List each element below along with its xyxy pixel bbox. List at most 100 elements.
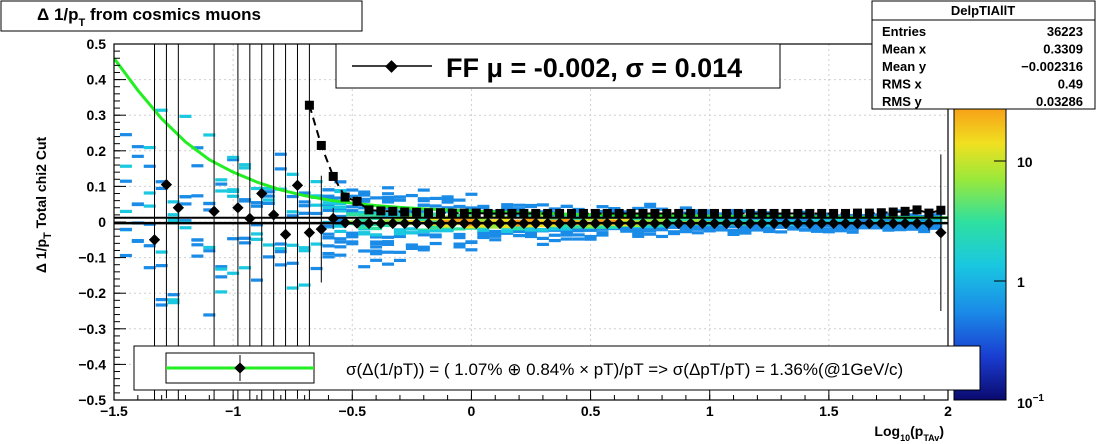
heatmap-cell (358, 223, 371, 227)
sigma-point (543, 208, 553, 218)
heatmap-cell (298, 204, 311, 208)
heatmap-cell (274, 250, 287, 254)
heatmap-cell (810, 227, 823, 231)
sigma-point (841, 208, 851, 218)
heatmap-cell (191, 164, 204, 168)
heatmap-cell (382, 223, 395, 228)
heatmap-cell (489, 219, 502, 223)
heatmap-cell (274, 242, 287, 246)
heatmap-cell (286, 261, 299, 265)
heatmap-cell (227, 155, 240, 160)
mean-point (518, 217, 530, 230)
heatmap-cell (894, 228, 907, 232)
stats-box: DelpTIAllT Entries 36223 Mean x 0.3309 Mean … (871, 0, 1096, 110)
sigma-point (686, 208, 696, 218)
heatmap-cell (382, 250, 395, 254)
heatmap-cell (143, 266, 156, 270)
sigma-point (352, 196, 362, 206)
mean-point (780, 217, 792, 230)
heatmap-cell (465, 240, 478, 245)
sigma-point (852, 208, 862, 218)
heatmap-cell (525, 234, 537, 239)
heatmap-cell (286, 243, 299, 247)
heatmap-cell (119, 133, 132, 137)
heatmap-cell (632, 232, 645, 237)
heatmap-cell (644, 202, 657, 206)
heatmap-cell (286, 210, 299, 214)
heatmap-cell (167, 293, 180, 297)
heatmap-cell (525, 204, 537, 209)
heatmap-cell (191, 254, 204, 258)
heatmap-cell (727, 231, 740, 236)
heatmap-cell (262, 190, 275, 194)
heatmap-cell (513, 207, 526, 211)
heatmap-cell (298, 200, 311, 204)
heatmap-cell (525, 217, 537, 221)
heatmap-cell (322, 201, 335, 205)
z-tick-label: 10−1 (1017, 393, 1044, 411)
heatmap-cell (596, 225, 609, 229)
heatmap-cell (215, 178, 228, 182)
heatmap-cell (239, 241, 252, 245)
heatmap-cell (334, 209, 347, 213)
heatmap-cell (465, 248, 478, 252)
mean-point (458, 217, 470, 230)
x-tick-label: −1 (225, 403, 241, 419)
heatmap-cell (870, 224, 883, 228)
heatmap-cell (477, 226, 490, 230)
mean-point (613, 217, 625, 230)
sigma-point (900, 206, 910, 216)
heatmap-cell (775, 224, 788, 228)
sigma-point (781, 208, 791, 218)
heatmap-cell (906, 214, 919, 218)
heatmap-cell (370, 249, 383, 253)
heatmap-cell (596, 233, 609, 237)
stats-row-name: RMS y (882, 94, 923, 109)
heatmap-cell (536, 210, 549, 214)
sigma-point (328, 171, 338, 181)
heatmap-cell (739, 209, 752, 213)
heatmap-cell (453, 235, 466, 240)
heatmap-cell (358, 227, 371, 231)
stats-row-name: Mean y (882, 59, 927, 74)
heatmap-cell (536, 203, 549, 207)
fit-legend-text: FF μ = -0.002, σ = 0.014 (446, 53, 742, 83)
sigma-point (412, 207, 422, 217)
heatmap-cell (525, 227, 537, 231)
heatmap-cell (656, 207, 669, 211)
heatmap-cell (250, 232, 263, 236)
heatmap-cell (441, 197, 454, 201)
mean-point (291, 179, 304, 191)
heatmap-cell (477, 224, 490, 228)
heatmap-cell (417, 203, 430, 207)
heatmap-cell (429, 229, 442, 233)
mean-point (482, 217, 494, 230)
mean-point (363, 217, 375, 230)
mean-point (708, 217, 721, 230)
heatmap-cell (775, 217, 788, 221)
mean-point (851, 217, 864, 230)
sigma-point (924, 208, 934, 218)
mean-point (637, 217, 649, 230)
mean-point (696, 217, 709, 230)
x-axis-label: Log10(pTAv) (874, 423, 944, 443)
heatmap-cell (310, 180, 323, 184)
sigma-point (388, 206, 398, 216)
mean-point (887, 217, 899, 230)
heatmap-cell (513, 229, 526, 234)
heatmap-cell (382, 199, 395, 203)
mean-point (756, 217, 768, 230)
mean-point (875, 217, 887, 230)
x-tick-label: −1.5 (100, 403, 128, 419)
sigma-point (721, 208, 731, 218)
heatmap-cell (906, 223, 919, 227)
heatmap-cell (667, 231, 680, 236)
heatmap-cell (501, 224, 514, 228)
sigma-point (888, 207, 898, 217)
heatmap-cell (715, 225, 728, 229)
heatmap-cell (274, 263, 287, 267)
sigma-point (745, 208, 755, 218)
heatmap-cell (715, 220, 728, 224)
heatmap-cell (119, 227, 132, 232)
heatmap-cell (405, 246, 418, 250)
